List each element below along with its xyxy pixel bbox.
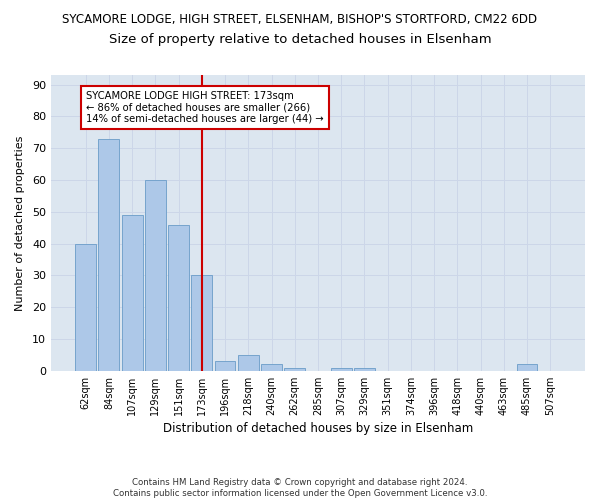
Bar <box>98 138 119 371</box>
Text: SYCAMORE LODGE HIGH STREET: 173sqm
← 86% of detached houses are smaller (266)
14: SYCAMORE LODGE HIGH STREET: 173sqm ← 86%… <box>86 91 323 124</box>
X-axis label: Distribution of detached houses by size in Elsenham: Distribution of detached houses by size … <box>163 422 473 435</box>
Bar <box>122 215 143 371</box>
Bar <box>145 180 166 371</box>
Text: Contains HM Land Registry data © Crown copyright and database right 2024.
Contai: Contains HM Land Registry data © Crown c… <box>113 478 487 498</box>
Bar <box>191 276 212 371</box>
Text: Size of property relative to detached houses in Elsenham: Size of property relative to detached ho… <box>109 32 491 46</box>
Bar <box>238 355 259 371</box>
Bar <box>517 364 538 371</box>
Bar <box>168 224 189 371</box>
Bar <box>331 368 352 371</box>
Bar <box>354 368 375 371</box>
Y-axis label: Number of detached properties: Number of detached properties <box>15 135 25 310</box>
Bar <box>261 364 282 371</box>
Bar <box>75 244 96 371</box>
Bar <box>215 362 235 371</box>
Bar <box>284 368 305 371</box>
Text: SYCAMORE LODGE, HIGH STREET, ELSENHAM, BISHOP'S STORTFORD, CM22 6DD: SYCAMORE LODGE, HIGH STREET, ELSENHAM, B… <box>62 12 538 26</box>
